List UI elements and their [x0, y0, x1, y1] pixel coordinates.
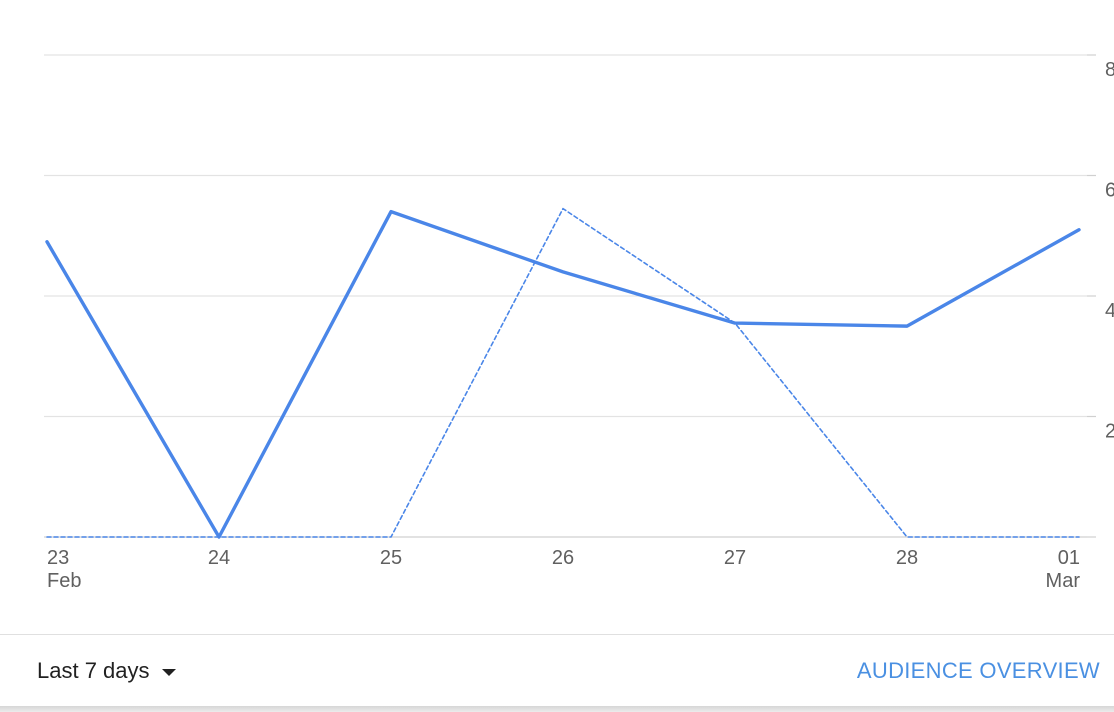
caret-down-icon	[161, 668, 176, 676]
card-bottom-edge	[0, 706, 1114, 712]
x-tick-label: 28	[896, 547, 918, 569]
y-tick-label: 2	[1105, 421, 1114, 443]
gridlines	[44, 54, 1096, 538]
x-tick-sublabel: Mar	[1046, 570, 1081, 592]
x-tick-label: 23	[47, 547, 69, 569]
x-tick-label: 24	[208, 547, 230, 569]
x-tick-label: 25	[380, 547, 402, 569]
date-range-label: Last 7 days	[37, 658, 150, 683]
date-range-dropdown[interactable]: Last 7 days	[37, 655, 176, 687]
card-footer: Last 7 days AUDIENCE OVERVIEW	[0, 634, 1114, 706]
series-line-solid	[45, 209, 1081, 539]
series-lines	[45, 207, 1081, 539]
y-tick-label: 4	[1105, 300, 1114, 322]
y-tick-label: 6	[1105, 180, 1114, 202]
x-tick-sublabel: Feb	[47, 570, 81, 592]
x-tick-label: 26	[552, 547, 574, 569]
series-line-dashed	[46, 207, 1080, 538]
x-tick-label: 01	[1058, 547, 1080, 569]
y-tick-label: 8	[1105, 59, 1114, 81]
audience-overview-link[interactable]: AUDIENCE OVERVIEW	[856, 658, 1100, 683]
x-tick-label: 27	[724, 547, 746, 569]
